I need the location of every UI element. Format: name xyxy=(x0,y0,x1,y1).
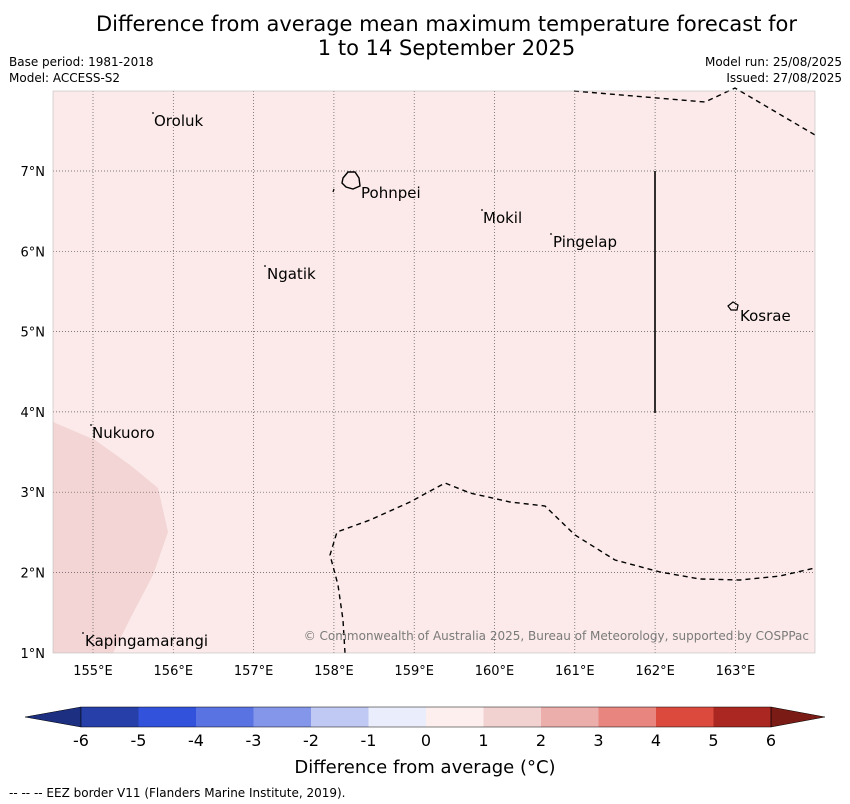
lat-tick-label: 4°N xyxy=(21,406,46,421)
lon-tick-label: 163°E xyxy=(716,664,756,679)
colorbar-tick-label: 2 xyxy=(535,731,547,750)
eez-border xyxy=(329,87,816,654)
lat-tick-label: 1°N xyxy=(21,647,46,662)
model-run: Model run: 25/08/2025 xyxy=(704,55,842,69)
colorbar-bin xyxy=(138,707,196,727)
place-marker xyxy=(90,424,92,426)
colorbar-bin xyxy=(426,707,484,727)
colorbar-bin xyxy=(253,707,311,727)
lat-tick-label: 6°N xyxy=(21,245,46,260)
place-label-pohnpei: Pohnpei xyxy=(361,184,421,202)
colorbar-tick-label: 0 xyxy=(420,731,432,750)
colorbar-tick-label: -3 xyxy=(245,731,262,750)
colorbar-tick-label: -5 xyxy=(130,731,147,750)
lon-tick-label: 160°E xyxy=(475,664,515,679)
colorbar-bin xyxy=(483,707,541,727)
place-marker xyxy=(481,209,483,211)
place-labels: Oroluk Pohnpei Mokil Pingelap Ngatik Kosrae Nu… xyxy=(82,112,791,650)
chart-title: Difference from average mean maximum tem… xyxy=(0,12,850,60)
pohnpei-island xyxy=(341,171,361,190)
lat-tick-label: 2°N xyxy=(21,567,46,582)
colorbar-tick-label: -4 xyxy=(188,731,204,750)
place-label-mokil: Mokil xyxy=(483,209,522,227)
colorbar-bin xyxy=(196,707,254,727)
place-label-oroluk: Oroluk xyxy=(154,112,203,130)
lat-tick-label: 5°N xyxy=(21,326,46,341)
place-label-nukuoro: Nukuoro xyxy=(92,424,155,442)
map-frame xyxy=(52,90,816,654)
base-period: Base period: 1981-2018 xyxy=(9,55,154,69)
colorbar-frame xyxy=(80,706,772,728)
meta-right: Model run: 25/08/2025 Issued: 27/08/2025 xyxy=(705,54,842,86)
colorbar-tick-label: -1 xyxy=(360,731,377,750)
colorbar-bin xyxy=(713,707,771,727)
colorbar-tick-label: 5 xyxy=(708,731,719,750)
ant-atoll xyxy=(332,188,335,193)
lon-tick-label: 155°E xyxy=(73,664,113,679)
place-label-kapingamarangi: Kapingamarangi xyxy=(85,632,208,650)
colorbar-tick-label: 4 xyxy=(650,731,662,750)
copyright: © Commonwealth of Australia 2025, Bureau… xyxy=(304,629,809,643)
colorbar-bin xyxy=(541,707,599,727)
colorbar-tick-label: -6 xyxy=(73,731,89,750)
colorbar-bin xyxy=(311,707,369,727)
colorbar-under-arrow xyxy=(24,706,82,728)
kosrae-island xyxy=(727,301,739,311)
axis-tick-labels: 155°E 156°E 157°E 158°E 159°E 160°E 161°E 162°E… xyxy=(21,165,756,679)
place-label-kosrae: Kosrae xyxy=(740,307,791,325)
colorbar-bin xyxy=(368,707,426,727)
colorbar-title: Difference from average (°C) xyxy=(294,757,556,778)
colorbar-tick-label: 3 xyxy=(593,731,604,750)
place-marker xyxy=(264,265,266,267)
lon-tick-label: 161°E xyxy=(555,664,595,679)
lat-tick-label: 3°N xyxy=(21,486,46,501)
lat-tick-label: 7°N xyxy=(21,165,46,180)
lon-tick-label: 156°E xyxy=(154,664,194,679)
place-marker xyxy=(82,632,84,634)
meta-left: Base period: 1981-2018 Model: ACCESS-S2 xyxy=(9,54,154,86)
title-line-2: 1 to 14 September 2025 xyxy=(317,36,576,60)
place-marker xyxy=(152,112,154,114)
graticule xyxy=(53,91,815,653)
colorbar-bin xyxy=(81,707,139,727)
title-line-1: Difference from average mean maximum tem… xyxy=(96,12,797,36)
anomaly-region xyxy=(53,422,168,653)
lon-tick-label: 162°E xyxy=(635,664,675,679)
lon-tick-label: 159°E xyxy=(394,664,434,679)
place-label-ngatik: Ngatik xyxy=(267,265,316,283)
place-label-pingelap: Pingelap xyxy=(553,233,617,251)
colorbar-tick-label: 6 xyxy=(765,731,777,750)
place-marker xyxy=(550,233,552,235)
issued-date: Issued: 27/08/2025 xyxy=(726,71,842,85)
colorbar-over-arrow xyxy=(770,706,826,728)
lon-tick-label: 158°E xyxy=(314,664,354,679)
colorbar-bin xyxy=(598,707,656,727)
colorbar-bin xyxy=(656,707,714,727)
lon-tick-label: 157°E xyxy=(234,664,274,679)
map-background xyxy=(53,91,815,653)
footer-note: -- -- -- EEZ border V11 (Flanders Marine… xyxy=(9,786,346,800)
colorbar xyxy=(24,706,826,728)
colorbar-tick-label: 1 xyxy=(478,731,489,750)
colorbar-tick-label: -2 xyxy=(303,731,319,750)
model-name: Model: ACCESS-S2 xyxy=(9,71,121,85)
